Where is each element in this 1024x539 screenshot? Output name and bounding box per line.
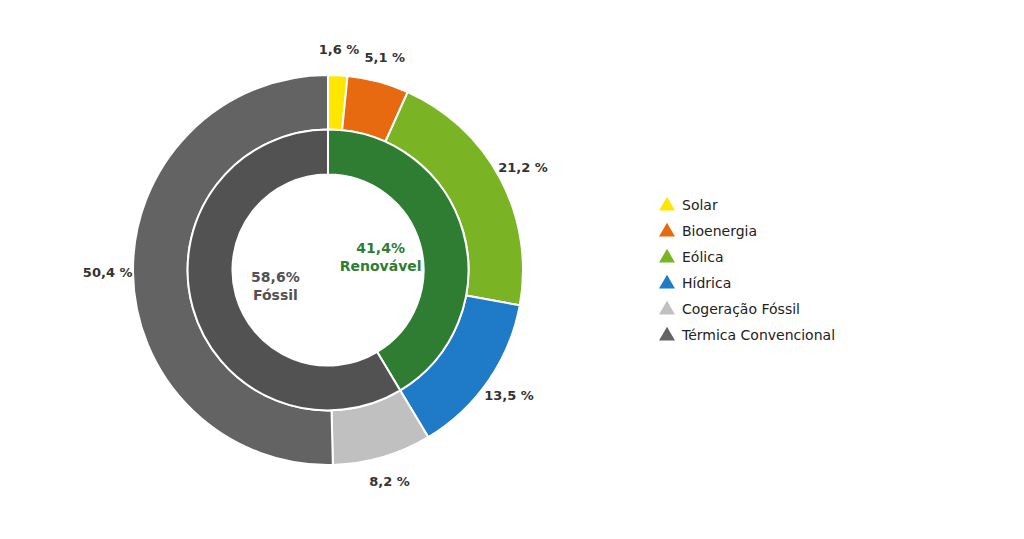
legend-label: Bioenergia: [682, 223, 757, 239]
legend-symbol: [659, 197, 675, 211]
legend-label: Térmica Convencional: [681, 327, 835, 343]
legend-symbol: [659, 327, 675, 341]
legend-symbol: [659, 275, 675, 289]
legend-item: Eólica: [659, 249, 723, 265]
data-label: 58,6%: [251, 269, 300, 285]
legend: Solar Bioenergia Eólica Hídrica Cogeração Fó…: [659, 197, 835, 343]
data-label: 1,6 %: [319, 42, 360, 57]
data-label: 21,2 %: [498, 160, 548, 175]
data-label: 5,1 %: [365, 50, 406, 65]
legend-label: Cogeração Fóssil: [682, 301, 800, 317]
legend-item: Térmica Convencional: [659, 327, 835, 343]
slice: [328, 130, 468, 391]
category-label: Renovável: [340, 258, 422, 274]
legend-item: Cogeração Fóssil: [659, 301, 800, 317]
legend-symbol: [659, 223, 675, 237]
donut: 1,6 % 5,1 % 21,2 % 13,5 % 8,2 % 50,4 % 41,4% Re…: [83, 42, 548, 489]
legend-item: Solar: [659, 197, 718, 213]
data-label: 13,5 %: [484, 388, 534, 403]
labels: 1,6 % 5,1 % 21,2 % 13,5 % 8,2 % 50,4 % 41,4% Re…: [83, 42, 548, 489]
rings: [133, 75, 523, 465]
legend-item: Hídrica: [659, 275, 731, 291]
legend-symbol: [659, 301, 675, 315]
inner-label: 41,4% Renovável: [340, 240, 422, 274]
legend-label: Solar: [682, 197, 718, 213]
ring-1: [188, 130, 469, 411]
legend-label: Hídrica: [682, 275, 731, 291]
data-label: 41,4%: [356, 240, 405, 256]
ring-0: [133, 75, 523, 465]
data-label: 50,4 %: [83, 265, 133, 280]
legend-label: Eólica: [682, 249, 723, 265]
chart: 1,6 % 5,1 % 21,2 % 13,5 % 8,2 % 50,4 % 41,4% Re…: [0, 0, 1024, 539]
legend-symbol: [659, 249, 675, 263]
category-label: Fóssil: [253, 287, 298, 303]
legend-item: Bioenergia: [659, 223, 757, 239]
inner-label: 58,6% Fóssil: [251, 269, 300, 303]
data-label: 8,2 %: [369, 474, 410, 489]
